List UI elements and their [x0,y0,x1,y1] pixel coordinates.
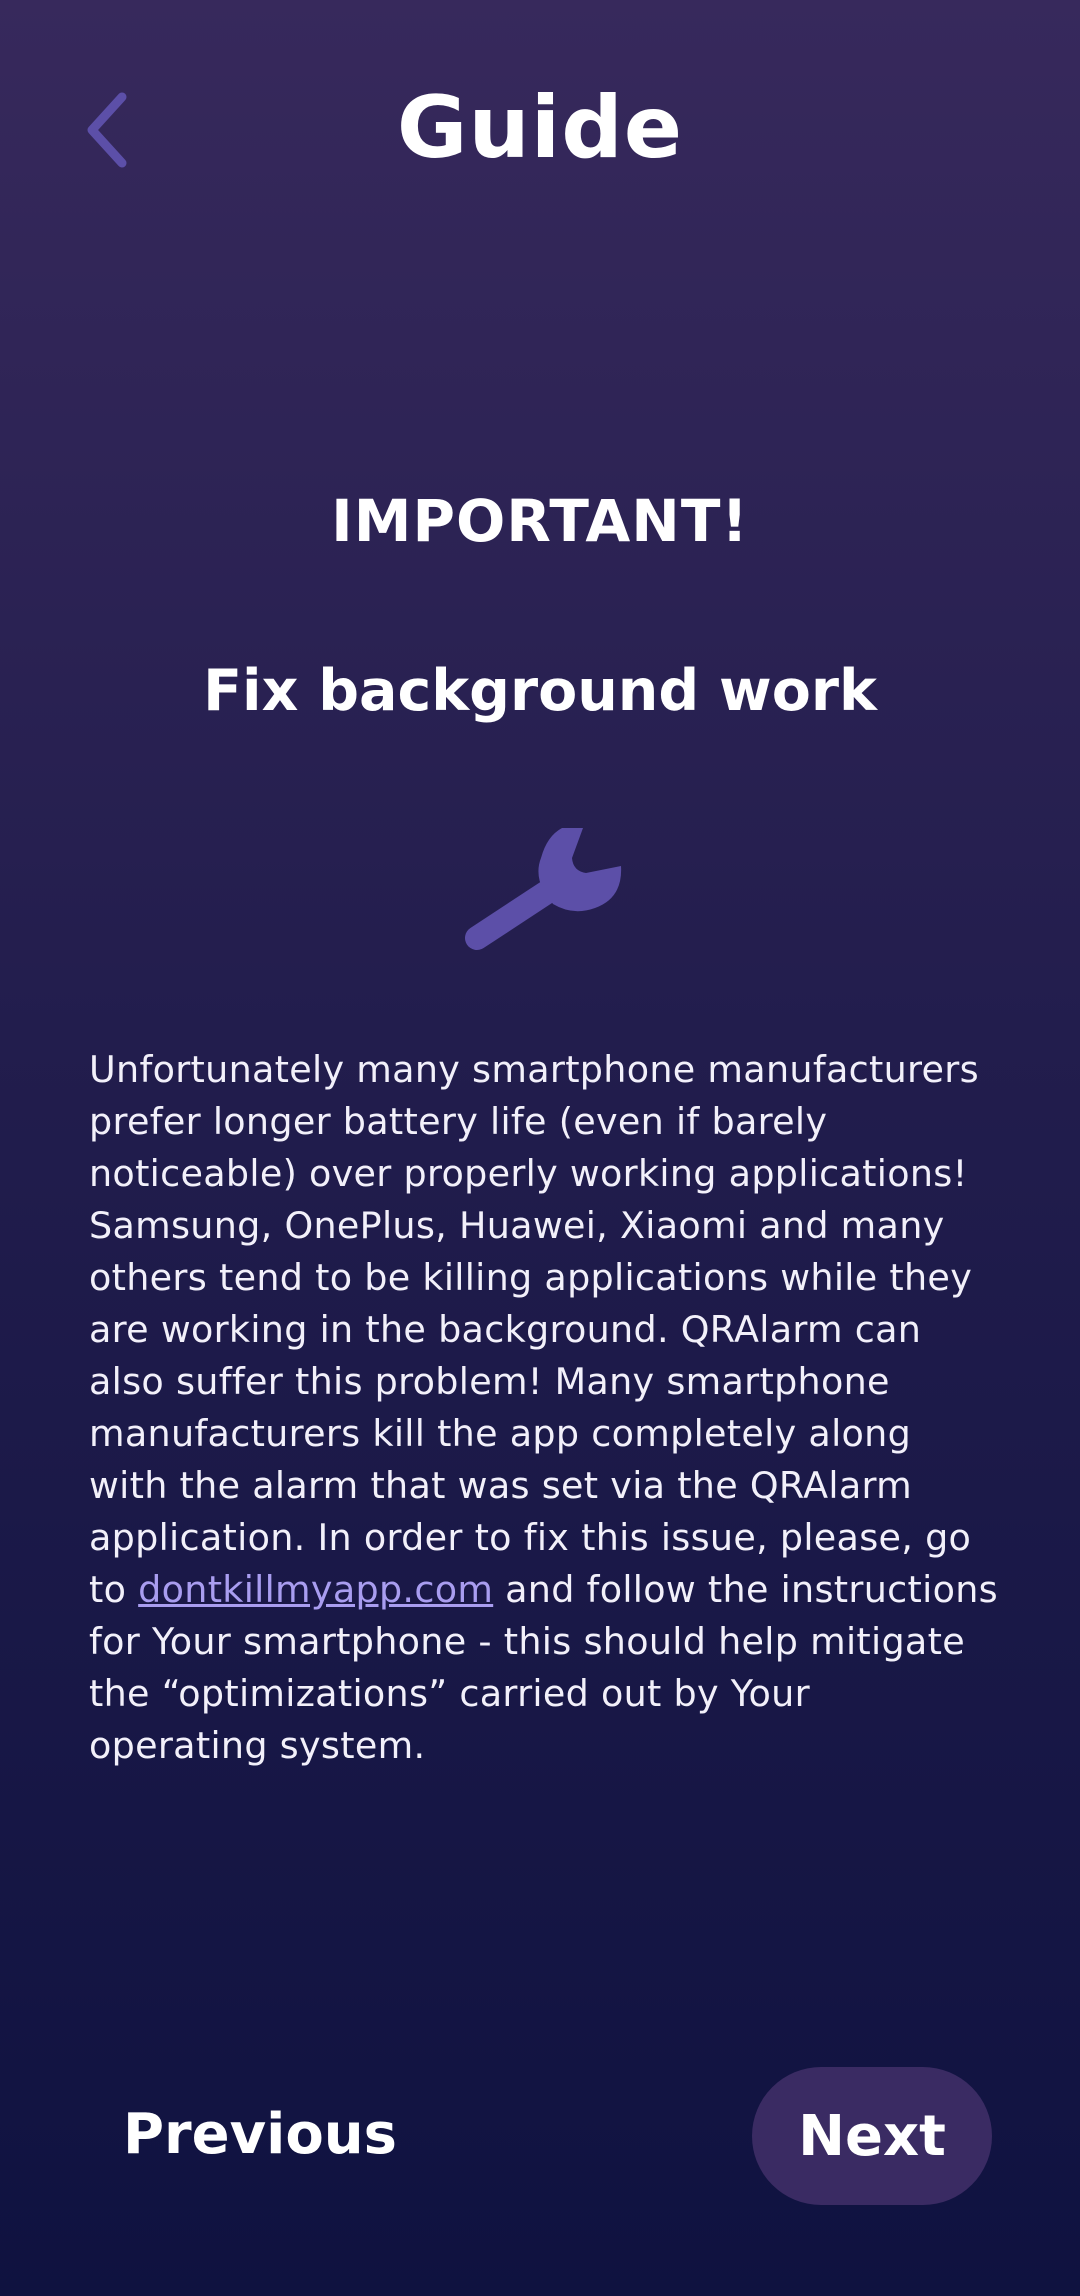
guide-body-text: Unfortunately many smartphone manufactur… [89,1044,999,1772]
section-subtitle: Fix background work [203,658,877,724]
header: Guide [0,0,1080,260]
important-heading: IMPORTANT! [331,487,749,555]
body-text-part-1: Unfortunately many smartphone manufactur… [89,1048,979,1611]
chevron-left-icon [87,92,127,168]
back-button[interactable] [70,80,150,180]
previous-button[interactable]: Previous [122,2101,397,2167]
body-text-part-2: and follow the instructions for Your sma… [89,1568,998,1767]
wrench-icon [465,828,622,950]
page-title: Guide [396,78,684,178]
dontkillmyapp-link[interactable]: dontkillmyapp.com [138,1568,494,1611]
next-button[interactable]: Next [752,2067,992,2205]
